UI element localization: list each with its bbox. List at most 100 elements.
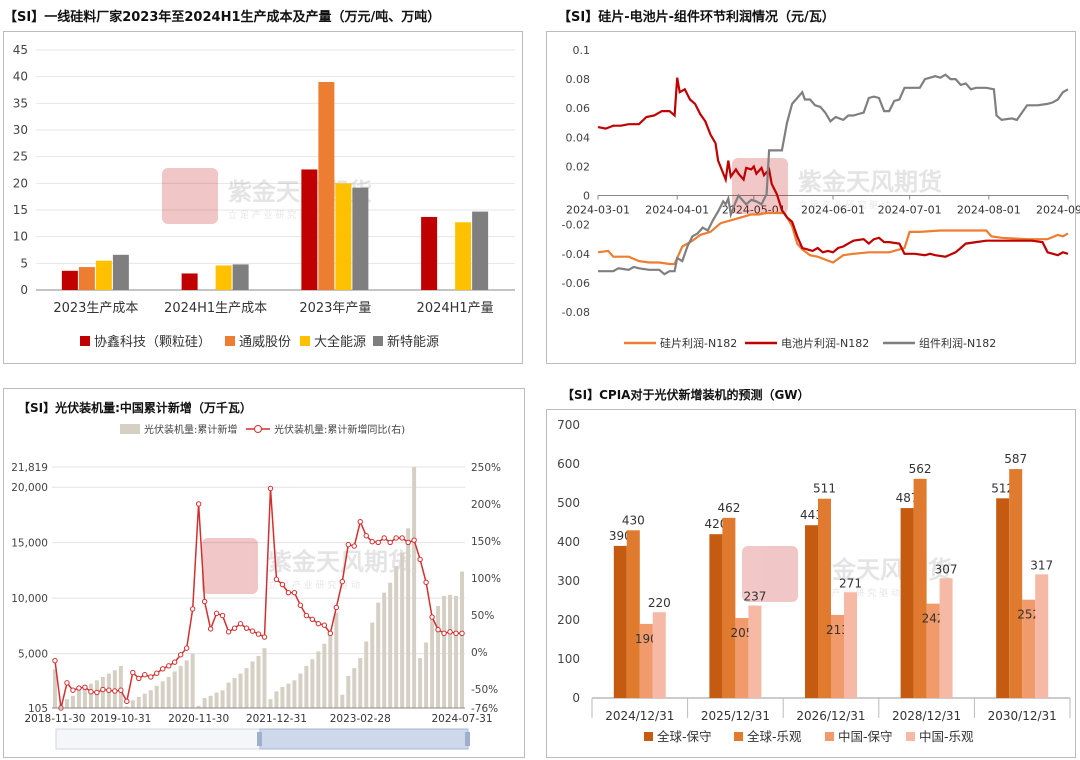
- bar: [709, 534, 723, 698]
- yoy-point: [219, 612, 226, 619]
- yoy-point: [207, 626, 214, 632]
- bar: [421, 216, 438, 290]
- bar: [335, 183, 352, 290]
- bar: [454, 595, 459, 708]
- bar: [322, 643, 327, 708]
- chart-title: 【SI】光伏装机量:中国累计新增（万千瓦）: [18, 401, 252, 415]
- legend-label: 组件利润-N182: [919, 336, 996, 350]
- bar: [136, 696, 141, 708]
- bar: [460, 571, 464, 708]
- x-tick-label: 2019-10-31: [90, 713, 151, 725]
- y-tick-label: -0.08: [562, 306, 590, 319]
- x-tick-label: 2025/12/31: [701, 709, 770, 723]
- yoy-point: [243, 625, 250, 631]
- yoy-point: [177, 652, 184, 658]
- yoy-point: [166, 663, 172, 669]
- x-tick-label: 2024/12/31: [605, 709, 674, 723]
- y-tick-label-right: -76%: [471, 703, 498, 715]
- bar: [88, 683, 93, 708]
- yoy-point: [399, 535, 405, 541]
- y-tick-label: 35: [13, 96, 28, 110]
- legend-label: 全球-保守: [657, 729, 712, 744]
- bar: [652, 612, 666, 698]
- bar: [844, 592, 857, 698]
- legend-swatch: [734, 732, 743, 741]
- data-label: 237: [743, 590, 766, 604]
- y-tick-label: 200: [557, 613, 580, 627]
- legend-swatch: [300, 336, 310, 346]
- watermark-tagline: 立 足 产 业 研 究 驱 动: [798, 199, 890, 211]
- bar: [334, 612, 339, 708]
- legend-label: 新特能源: [387, 334, 439, 350]
- bar: [148, 690, 153, 708]
- bar: [939, 578, 953, 698]
- y-tick-label-left: 15,000: [11, 538, 48, 550]
- yoy-point: [285, 589, 292, 596]
- legend-swatch: [906, 732, 915, 741]
- yoy-point: [435, 626, 441, 633]
- y-tick-label: 0.08: [566, 73, 591, 86]
- yoy-point: [106, 687, 112, 693]
- data-label: 587: [1004, 452, 1027, 466]
- yoy-point: [130, 669, 136, 676]
- bar: [996, 498, 1010, 698]
- bar: [472, 211, 489, 290]
- yoy-point: [52, 657, 58, 664]
- x-tick-label: 2024-08-01: [957, 204, 1021, 217]
- legend-label: 协鑫科技（颗粒硅）: [94, 334, 211, 350]
- bar: [424, 642, 429, 708]
- legend-label: 全球-乐观: [747, 729, 802, 744]
- yoy-point: [279, 581, 286, 588]
- bar-chart-cpia-forecast: 0100200300400500600700紫金天风期货立 足 产 业 研 究 …: [557, 418, 1071, 744]
- data-label: 242: [922, 612, 945, 626]
- bar: [82, 686, 87, 708]
- data-label: 190: [635, 632, 658, 646]
- bar: [735, 618, 749, 698]
- x-tick-label: 2024-03-01: [566, 204, 630, 217]
- bar: [382, 592, 387, 708]
- yoy-point: [76, 685, 82, 691]
- y-tick-label: 30: [13, 123, 28, 137]
- yoy-point: [327, 630, 334, 637]
- yoy-point: [339, 578, 345, 585]
- data-label: 271: [839, 576, 862, 590]
- bar: [220, 690, 225, 708]
- y-tick-label: 20: [13, 176, 28, 190]
- bar: [286, 683, 291, 708]
- yoy-point: [82, 684, 88, 691]
- yoy-point: [375, 539, 381, 546]
- x-tick-label: 2024H1生产成本: [164, 301, 267, 316]
- bar: [316, 651, 321, 708]
- bar: [926, 603, 940, 698]
- y-tick-label: 400: [557, 535, 580, 549]
- bar: [202, 698, 207, 708]
- chart-panel-profit: 【SI】硅片-电池片-组件环节利润情况（元/瓦） 0.1 0.08 0.06 0.04…: [540, 0, 1080, 370]
- bar: [256, 655, 261, 708]
- bar: [238, 673, 243, 708]
- bar: [226, 682, 231, 708]
- yoy-point: [363, 533, 369, 539]
- bar: [232, 678, 237, 708]
- bar: [208, 695, 213, 708]
- bar: [412, 467, 417, 708]
- bar: [61, 270, 78, 290]
- bar: [418, 658, 423, 708]
- chart-frame: [546, 31, 1076, 364]
- yoy-point: [154, 670, 160, 676]
- yoy-point: [411, 537, 417, 543]
- legend-label: 光伏装机量:累计新增: [144, 423, 237, 436]
- yoy-point: [267, 485, 274, 492]
- chart-title: 【SI】CPIA对于光伏新增装机的预测（GW）: [562, 388, 810, 402]
- bar: [100, 676, 105, 708]
- bar: [748, 605, 762, 698]
- x-tick-label: 2023-02-28: [330, 713, 391, 725]
- yoy-point: [423, 579, 429, 586]
- legend-label: 光伏装机量:累计新增同比(右): [274, 423, 405, 436]
- data-label: 220: [648, 596, 671, 610]
- yoy-point: [357, 519, 363, 525]
- y-tick-label-right: 100%: [471, 573, 501, 585]
- bar: [818, 498, 831, 698]
- data-label: 462: [717, 501, 740, 515]
- yoy-point: [309, 616, 316, 622]
